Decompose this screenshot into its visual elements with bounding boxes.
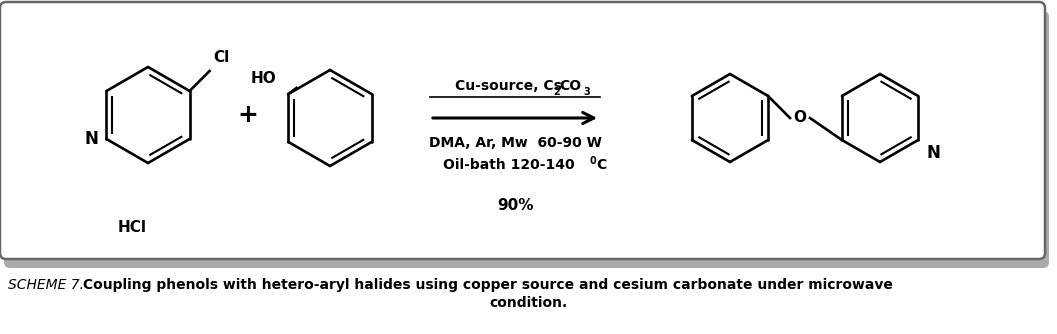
- Text: C: C: [596, 158, 607, 172]
- Text: CO: CO: [559, 79, 581, 93]
- Text: HO: HO: [251, 71, 277, 86]
- Text: Cl: Cl: [214, 50, 229, 65]
- Text: SCHEME 7.: SCHEME 7.: [8, 278, 84, 292]
- Text: N: N: [85, 130, 98, 148]
- Text: 2: 2: [553, 87, 560, 97]
- Text: Coupling phenols with hetero-aryl halides using copper source and cesium carbona: Coupling phenols with hetero-aryl halide…: [78, 278, 893, 292]
- Text: 90%: 90%: [497, 198, 533, 213]
- Text: 0: 0: [589, 156, 596, 166]
- FancyBboxPatch shape: [4, 11, 1049, 268]
- FancyBboxPatch shape: [0, 2, 1045, 259]
- Text: O: O: [794, 111, 806, 126]
- Text: Oil-bath 120-140: Oil-bath 120-140: [443, 158, 579, 172]
- Text: +: +: [238, 103, 259, 127]
- Text: N: N: [926, 144, 940, 162]
- Text: Cu-source, Cs: Cu-source, Cs: [455, 79, 562, 93]
- Text: condition.: condition.: [489, 296, 568, 310]
- Text: DMA, Ar, Mw  60-90 W: DMA, Ar, Mw 60-90 W: [428, 136, 601, 150]
- Text: 3: 3: [583, 87, 590, 97]
- Text: HCl: HCl: [118, 220, 147, 235]
